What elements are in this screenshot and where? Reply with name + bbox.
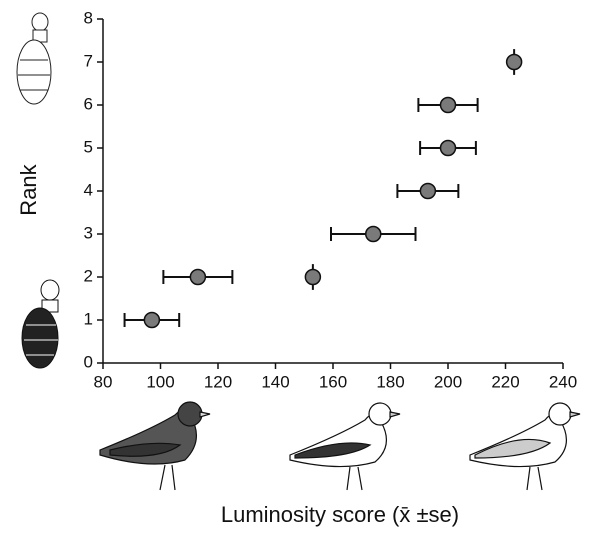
x-tick-label: 180 (376, 372, 404, 391)
x-tick-label: 200 (434, 372, 462, 391)
x-tick-label: 80 (94, 372, 113, 391)
y-axis-label: Rank (16, 163, 41, 215)
y-tick-label: 1 (84, 309, 93, 328)
y-tick-label: 5 (84, 137, 93, 156)
point (439, 96, 457, 114)
x-tick-label: 240 (549, 372, 577, 391)
x-tick-label: 220 (491, 372, 519, 391)
x-axis-label: Luminosity score (x̄ ±se) (221, 502, 459, 527)
x-tick-label: 140 (261, 372, 289, 391)
y-tick-label: 6 (84, 94, 93, 113)
gull-dark (99, 401, 211, 491)
x-tick-label: 160 (319, 372, 347, 391)
point (143, 311, 161, 329)
gull-light (469, 402, 581, 491)
louse-light (16, 12, 52, 105)
point (419, 182, 437, 200)
y-tick-label: 3 (84, 223, 93, 242)
y-tick-label: 0 (84, 352, 93, 371)
point (505, 53, 523, 71)
y-tick-label: 8 (84, 8, 93, 27)
gull-medium (289, 402, 401, 491)
y-tick-label: 7 (84, 51, 93, 70)
x-tick-label: 100 (146, 372, 174, 391)
y-tick-label: 4 (84, 180, 93, 199)
y-tick-label: 2 (84, 266, 93, 285)
louse-dark (21, 279, 60, 369)
point (189, 268, 207, 286)
point (365, 225, 382, 243)
point (304, 268, 322, 286)
point (439, 139, 457, 157)
x-tick-label: 120 (204, 372, 232, 391)
